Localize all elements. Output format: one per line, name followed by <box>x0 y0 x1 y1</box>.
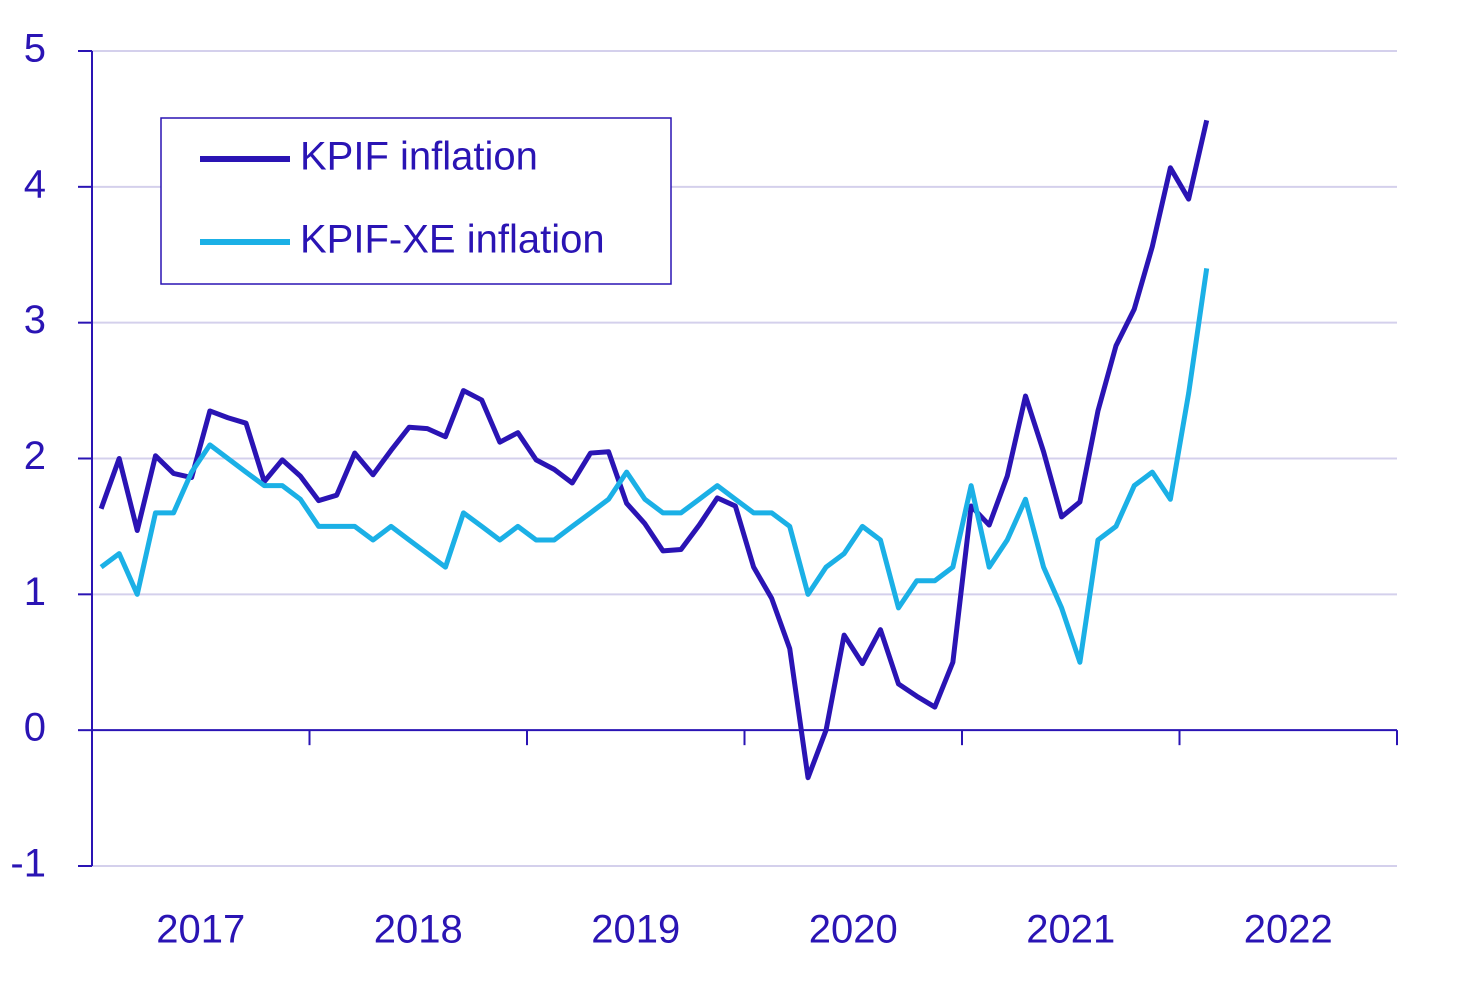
legend-box <box>160 117 672 285</box>
line <box>99 267 1210 665</box>
y-tick-label: 1 <box>24 570 46 614</box>
y-tick-label: 5 <box>24 27 46 71</box>
x-tick-label: 2018 <box>374 908 463 952</box>
x-tick-label: 2021 <box>1026 908 1115 952</box>
y-tick-label: 3 <box>24 298 46 342</box>
x-tick-label: 2019 <box>591 908 680 952</box>
x-tick-label: 2022 <box>1244 908 1333 952</box>
legend-label: KPIF-XE inflation <box>300 218 605 262</box>
y-tick-label: 0 <box>24 706 46 750</box>
y-tick-label: 2 <box>24 434 46 478</box>
legend-label: KPIF inflation <box>300 135 538 179</box>
y-tick-label: -1 <box>10 842 46 886</box>
x-tick-label: 2020 <box>809 908 898 952</box>
y-tick-label: 4 <box>24 162 46 206</box>
x-tick-label: 2017 <box>156 908 245 952</box>
line <box>98 119 1210 781</box>
